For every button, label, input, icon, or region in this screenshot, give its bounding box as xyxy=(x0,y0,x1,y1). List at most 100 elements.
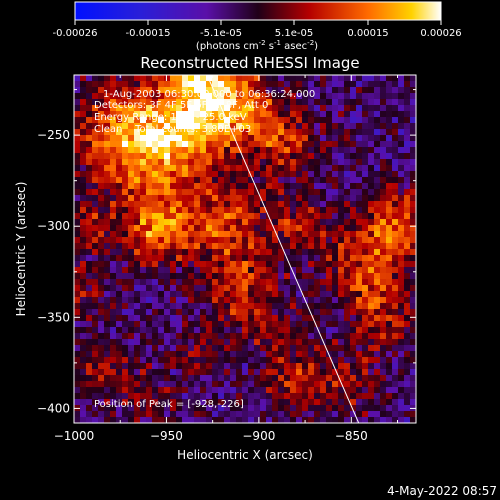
heatmap-cell xyxy=(170,159,177,166)
heatmap-cell xyxy=(86,249,93,256)
heatmap-cell xyxy=(410,273,416,280)
heatmap-cell xyxy=(350,231,357,238)
heatmap-cell xyxy=(206,273,213,280)
heatmap-cell xyxy=(230,183,237,190)
heatmap-cell xyxy=(134,345,141,352)
heatmap-cell xyxy=(374,321,381,328)
heatmap-cell xyxy=(308,357,315,364)
heatmap-cell xyxy=(86,99,93,106)
heatmap-cell xyxy=(320,189,327,196)
heatmap-cell xyxy=(212,165,219,172)
x-axis-label: Heliocentric X (arcsec) xyxy=(177,448,313,462)
heatmap-cell xyxy=(116,261,123,268)
heatmap-cell xyxy=(224,411,231,418)
heatmap-cell xyxy=(296,177,303,184)
heatmap-cell xyxy=(80,321,87,328)
heatmap-cell xyxy=(206,165,213,172)
heatmap-cell xyxy=(206,393,213,400)
heatmap-cell xyxy=(122,309,129,316)
heatmap-cell xyxy=(92,99,99,106)
heatmap-cell xyxy=(326,333,333,340)
heatmap-cell xyxy=(242,87,249,94)
heatmap-cell xyxy=(290,321,297,328)
heatmap-cell xyxy=(266,231,273,238)
heatmap-cell xyxy=(260,225,267,232)
heatmap-cell xyxy=(242,99,249,106)
heatmap-cell xyxy=(398,393,405,400)
heatmap-cell xyxy=(170,123,177,130)
heatmap-cell xyxy=(338,219,345,226)
heatmap-cell xyxy=(146,237,153,244)
heatmap-cell xyxy=(224,399,231,406)
heatmap-cell xyxy=(278,177,285,184)
heatmap-cell xyxy=(158,219,165,226)
heatmap-cell xyxy=(344,75,351,82)
heatmap-cell xyxy=(116,417,123,423)
heatmap-cell xyxy=(140,369,147,376)
heatmap-cell xyxy=(98,111,105,118)
heatmap-cell xyxy=(164,375,171,382)
heatmap-cell xyxy=(128,129,135,136)
heatmap-cell xyxy=(332,333,339,340)
heatmap-cell xyxy=(188,399,195,406)
heatmap-cell xyxy=(92,171,99,178)
heatmap-cell xyxy=(158,297,165,304)
heatmap-cell xyxy=(134,105,141,112)
heatmap-cell xyxy=(128,405,135,412)
heatmap-cell xyxy=(194,135,201,142)
heatmap-cell xyxy=(356,261,363,268)
heatmap-cell xyxy=(278,111,285,118)
heatmap-cell xyxy=(128,225,135,232)
heatmap-cell xyxy=(188,165,195,172)
heatmap-cell xyxy=(344,273,351,280)
heatmap-cell xyxy=(332,321,339,328)
heatmap-cell xyxy=(200,333,207,340)
heatmap-cell xyxy=(308,387,315,394)
heatmap-cell xyxy=(206,141,213,148)
heatmap-cell xyxy=(332,117,339,124)
heatmap-cell xyxy=(278,87,285,94)
heatmap-cell xyxy=(92,93,99,100)
heatmap-cell xyxy=(122,171,129,178)
heatmap-cell xyxy=(248,291,255,298)
heatmap-cell xyxy=(296,321,303,328)
heatmap-cell xyxy=(284,261,291,268)
heatmap-cell xyxy=(326,249,333,256)
heatmap-cell xyxy=(242,117,249,124)
heatmap-cell xyxy=(344,333,351,340)
heatmap-cell xyxy=(380,201,387,208)
heatmap-cell xyxy=(152,177,159,184)
heatmap-cell xyxy=(158,411,165,418)
heatmap-cell xyxy=(398,237,405,244)
heatmap-cell xyxy=(92,195,99,202)
heatmap-cell xyxy=(284,225,291,232)
heatmap-cell xyxy=(338,81,345,88)
heatmap-cell xyxy=(80,315,87,322)
heatmap-cell xyxy=(206,147,213,154)
heatmap-cell xyxy=(278,297,285,304)
heatmap-cell xyxy=(146,153,153,160)
heatmap-cell xyxy=(278,327,285,334)
heatmap-cell xyxy=(320,417,327,423)
heatmap-cell xyxy=(200,321,207,328)
heatmap-cell xyxy=(110,99,117,106)
heatmap-cell xyxy=(278,399,285,406)
heatmap-cell xyxy=(128,183,135,190)
heatmap-cell xyxy=(200,261,207,268)
heatmap-cell xyxy=(140,141,147,148)
heatmap-cell xyxy=(200,237,207,244)
heatmap-cell xyxy=(146,297,153,304)
heatmap-cell xyxy=(368,315,375,322)
heatmap-cell xyxy=(272,303,279,310)
heatmap-cell xyxy=(392,93,399,100)
heatmap-cell xyxy=(398,321,405,328)
heatmap-cell xyxy=(80,417,87,423)
heatmap-cell xyxy=(290,147,297,154)
heatmap-cell xyxy=(320,81,327,88)
heatmap-cell xyxy=(92,117,99,124)
heatmap-cell xyxy=(374,237,381,244)
heatmap-cell xyxy=(212,267,219,274)
heatmap-cell xyxy=(326,141,333,148)
heatmap-cell xyxy=(374,225,381,232)
heatmap-cell xyxy=(290,339,297,346)
